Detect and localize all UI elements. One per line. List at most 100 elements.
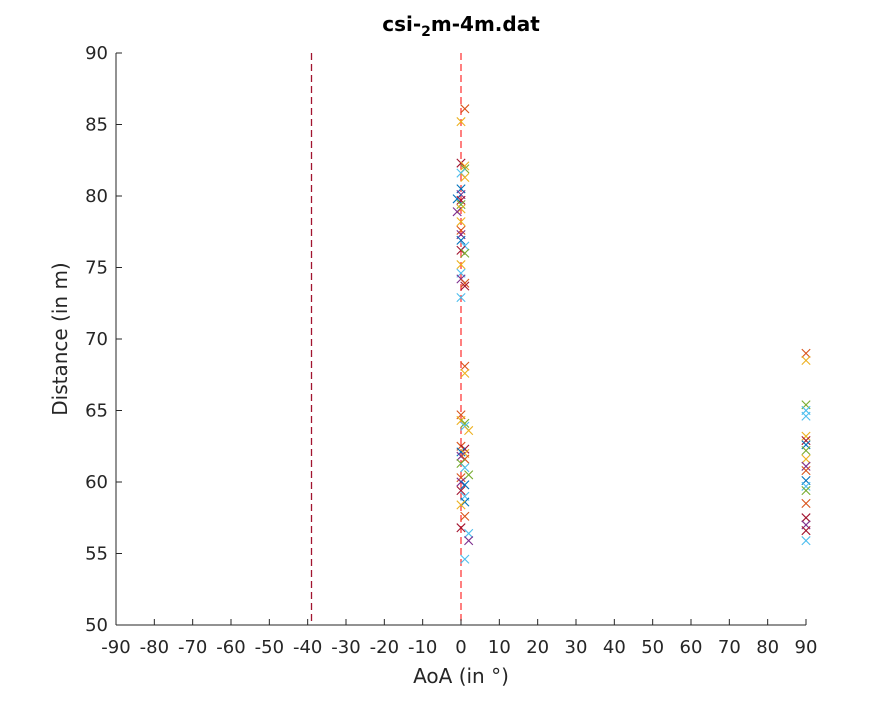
x-tick-label: 0 bbox=[455, 637, 466, 658]
data-point bbox=[801, 513, 811, 523]
data-point-stroke bbox=[801, 485, 811, 496]
data-point-stroke bbox=[801, 526, 811, 536]
data-point bbox=[460, 281, 470, 291]
data-point bbox=[460, 361, 470, 371]
data-point bbox=[460, 172, 470, 182]
data-point bbox=[801, 445, 811, 456]
y-tick-label: 60 bbox=[85, 472, 108, 493]
data-point-stroke bbox=[801, 454, 811, 464]
data-point-stroke bbox=[456, 225, 466, 235]
x-tick-label: 80 bbox=[756, 637, 779, 658]
data-point bbox=[460, 368, 470, 378]
data-point bbox=[456, 117, 466, 127]
x-tick-label: -70 bbox=[178, 637, 207, 658]
data-point-stroke bbox=[456, 117, 466, 127]
x-tick-label: 90 bbox=[795, 637, 818, 658]
data-point-stroke bbox=[460, 172, 470, 182]
title-suffix: m-4m.dat bbox=[430, 12, 540, 36]
data-point bbox=[456, 485, 466, 496]
data-point-stroke bbox=[456, 158, 466, 168]
data-point bbox=[456, 225, 466, 235]
data-point bbox=[460, 278, 470, 288]
y-tick-label: 50 bbox=[85, 615, 108, 636]
data-point-stroke bbox=[464, 528, 474, 539]
x-tick-label: -60 bbox=[216, 637, 245, 658]
data-point bbox=[456, 477, 466, 487]
data-point bbox=[464, 528, 474, 539]
data-point-stroke bbox=[456, 500, 466, 510]
data-point bbox=[456, 217, 466, 227]
data-point-stroke bbox=[464, 536, 474, 546]
y-axis-label: Distance (in m) bbox=[48, 262, 72, 416]
data-point-stroke bbox=[456, 292, 466, 303]
data-point-stroke bbox=[456, 195, 466, 205]
x-tick-label: 70 bbox=[718, 637, 741, 658]
data-point-stroke bbox=[464, 470, 474, 480]
y-tick-label: 75 bbox=[85, 258, 108, 279]
data-point bbox=[452, 207, 462, 217]
data-point bbox=[456, 473, 466, 483]
data-point-stroke bbox=[460, 368, 470, 378]
data-point bbox=[456, 451, 466, 461]
data-point bbox=[460, 511, 470, 521]
y-tick-label: 85 bbox=[85, 115, 108, 136]
data-point bbox=[464, 425, 474, 436]
data-point bbox=[460, 480, 470, 490]
x-tick-label: 50 bbox=[641, 637, 664, 658]
data-point-stroke bbox=[456, 473, 466, 483]
data-point bbox=[456, 204, 466, 214]
data-point-stroke bbox=[460, 480, 470, 490]
title-subscript: 2 bbox=[421, 24, 431, 40]
y-tick-label: 90 bbox=[85, 43, 108, 64]
x-tick-label: -40 bbox=[293, 637, 322, 658]
data-point-stroke bbox=[456, 235, 466, 245]
data-point-stroke bbox=[456, 451, 466, 461]
x-tick-label: 60 bbox=[680, 637, 703, 658]
data-point bbox=[801, 435, 811, 446]
data-point-stroke bbox=[460, 361, 470, 371]
data-point bbox=[801, 348, 811, 358]
data-point-stroke bbox=[456, 245, 466, 255]
y-tick-label: 70 bbox=[85, 329, 108, 350]
data-points bbox=[452, 104, 811, 564]
data-point-stroke bbox=[460, 104, 470, 114]
chart-title: csi-2m-4m.dat bbox=[116, 12, 806, 40]
data-point-stroke bbox=[801, 431, 811, 441]
data-point-stroke bbox=[460, 554, 470, 564]
x-tick-label: 10 bbox=[488, 637, 511, 658]
data-point bbox=[456, 245, 466, 255]
x-tick-label: 30 bbox=[565, 637, 588, 658]
data-point-stroke bbox=[460, 248, 470, 258]
data-point-stroke bbox=[456, 260, 466, 270]
data-point-stroke bbox=[801, 355, 811, 366]
data-point bbox=[456, 195, 466, 205]
data-point bbox=[801, 536, 811, 546]
data-point-stroke bbox=[456, 447, 466, 457]
data-point bbox=[460, 463, 470, 473]
x-tick-label: -20 bbox=[370, 637, 399, 658]
data-point bbox=[801, 454, 811, 464]
data-point bbox=[464, 470, 474, 480]
x-tick-label: -80 bbox=[140, 637, 169, 658]
data-point-stroke bbox=[460, 161, 470, 171]
y-tick-label: 80 bbox=[85, 186, 108, 207]
x-tick-label: 20 bbox=[526, 637, 549, 658]
data-point bbox=[456, 415, 466, 426]
data-point bbox=[801, 355, 811, 366]
data-point bbox=[456, 158, 466, 168]
x-tick-label: -90 bbox=[101, 637, 130, 658]
data-point-stroke bbox=[801, 461, 811, 471]
data-point bbox=[801, 526, 811, 536]
y-tick-label: 65 bbox=[85, 401, 108, 422]
data-point-stroke bbox=[456, 204, 466, 214]
x-tick-label: -10 bbox=[408, 637, 437, 658]
x-tick-label: -30 bbox=[331, 637, 360, 658]
x-axis-label: AoA (in °) bbox=[413, 664, 509, 688]
reference-lines bbox=[310, 53, 462, 625]
data-point bbox=[801, 431, 811, 441]
data-point-stroke bbox=[801, 348, 811, 358]
data-point bbox=[460, 554, 470, 564]
data-point-stroke bbox=[452, 194, 462, 204]
data-point-stroke bbox=[456, 415, 466, 426]
